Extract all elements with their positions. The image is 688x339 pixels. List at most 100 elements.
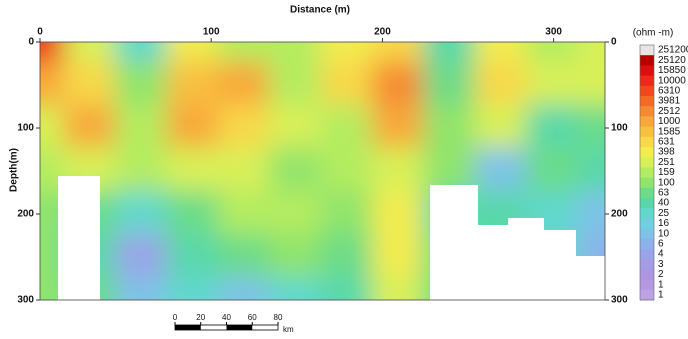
field-cell	[474, 147, 530, 195]
colorbar-segment	[640, 187, 654, 199]
field-cell	[320, 190, 376, 238]
colorbar-label: 159	[658, 167, 675, 178]
colorbar-segment	[640, 249, 654, 260]
colorbar-segment	[640, 259, 654, 270]
colorbar-segment	[640, 116, 654, 128]
x-tick-label: 100	[203, 27, 220, 38]
y-tick-label-right: 300	[611, 295, 628, 306]
field-cell	[166, 42, 222, 66]
field-cell	[166, 190, 222, 238]
field-cell	[577, 61, 605, 109]
colorbar-segment	[640, 279, 654, 291]
colorbar-label: 16	[658, 218, 670, 229]
plot-frame	[39, 41, 606, 301]
colorbar-segment	[640, 75, 654, 87]
field-cell	[63, 42, 120, 66]
field-cell	[269, 42, 325, 66]
field-cell	[577, 42, 605, 66]
colorbar-title: (ohm -m)	[633, 28, 674, 39]
colorbar-segment	[640, 269, 654, 281]
colorbar-label: 1000	[658, 116, 681, 127]
field-cell	[423, 104, 479, 152]
field-cell	[115, 42, 171, 66]
colorbar-label: 398	[658, 147, 675, 158]
field-cell	[269, 61, 325, 109]
mask	[576, 256, 605, 302]
y-tick-label-right: 200	[611, 209, 628, 220]
field-cell	[217, 233, 274, 281]
colorbar-label: 251	[658, 157, 675, 168]
scale-bar-unit: km	[283, 325, 294, 334]
colorbar-segment	[640, 147, 654, 158]
y-axis-title: Depth(m)	[9, 148, 20, 192]
field-cell	[269, 233, 325, 281]
field-cell	[115, 276, 171, 300]
scale-bar-label: 60	[248, 313, 257, 322]
colorbar-label: 100	[658, 177, 675, 188]
field-cell	[320, 61, 376, 109]
x-tick-label: 200	[374, 27, 391, 38]
scale-bar-label: 0	[173, 313, 178, 322]
field-cell	[115, 233, 171, 281]
colorbar-segment	[640, 228, 654, 240]
field-cell	[40, 42, 68, 66]
field-cell	[40, 61, 68, 109]
colorbar-segment	[640, 85, 654, 97]
field-cell	[269, 104, 325, 152]
colorbar-label: 40	[658, 198, 670, 209]
y-tick-label: 0	[28, 37, 34, 48]
mask	[430, 185, 478, 302]
colorbar-segment	[640, 177, 654, 189]
field-cell	[320, 147, 376, 195]
y-tick-label: 200	[17, 209, 34, 220]
field-cell	[115, 190, 171, 238]
field-cell	[320, 42, 376, 66]
scale-bar-segment	[175, 325, 201, 330]
colorbar-label: 631	[658, 137, 675, 148]
field-cell	[166, 104, 222, 152]
field-cell	[525, 61, 582, 109]
mask	[508, 218, 544, 302]
colorbar-frame	[639, 44, 655, 301]
colorbar-segment	[640, 208, 654, 219]
field-cell	[474, 61, 530, 109]
field-cell	[423, 61, 479, 109]
field-cell	[525, 104, 582, 152]
y-tick-label-right: 0	[611, 37, 617, 48]
field-cell	[115, 147, 171, 195]
masks	[58, 176, 605, 302]
field-cell	[371, 190, 428, 238]
colorbar-label: 15850	[658, 65, 686, 76]
field-cell	[577, 190, 605, 238]
mask	[544, 230, 576, 302]
colorbar-label: 1	[658, 279, 664, 290]
colorbar-label: 6310	[658, 86, 681, 97]
field-cell	[371, 147, 428, 195]
colorbar-segment	[640, 55, 654, 66]
field-cell	[577, 104, 605, 152]
colorbar-segment	[640, 157, 654, 168]
field-cell	[320, 104, 376, 152]
colorbar-label: 1585	[658, 126, 681, 137]
colorbar-label: 10000	[658, 75, 686, 86]
field-cell	[217, 61, 274, 109]
field-cell	[166, 61, 222, 109]
mask	[478, 225, 508, 302]
colorbar-segment	[640, 126, 654, 138]
colorbar-segment	[640, 45, 654, 56]
colorbar-label: 63	[658, 188, 670, 199]
y-tick-label: 300	[17, 295, 34, 306]
colorbar-label: 25	[658, 208, 670, 219]
field	[40, 42, 605, 300]
field-cell	[217, 276, 274, 300]
field-cell	[269, 276, 325, 300]
field-cell	[63, 104, 120, 152]
field-cell	[40, 104, 68, 152]
y-tick-label: 100	[17, 123, 34, 134]
colorbar-segment	[640, 238, 654, 250]
colorbar-label: 1	[658, 290, 664, 301]
field-cell	[269, 190, 325, 238]
field-cell	[115, 61, 171, 109]
